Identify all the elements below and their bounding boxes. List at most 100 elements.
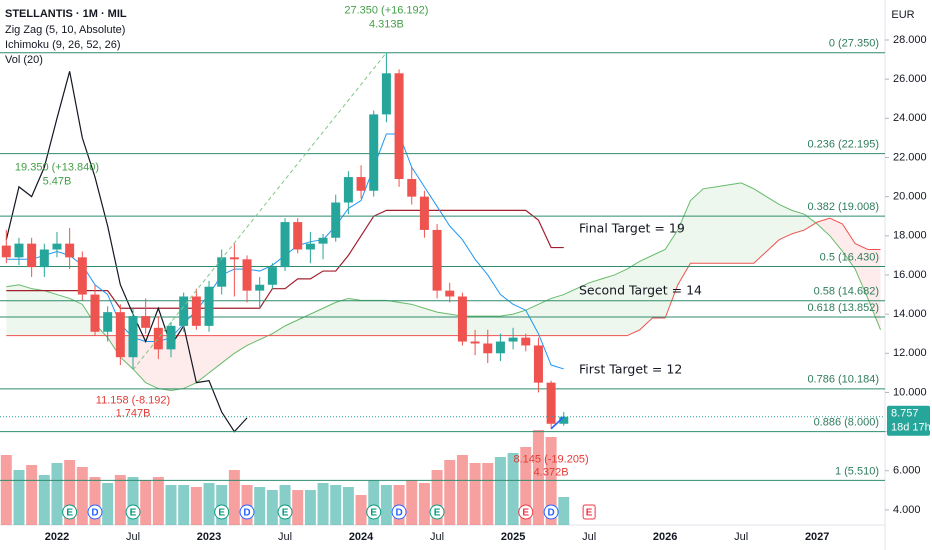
event-icon (518, 504, 534, 520)
y-tick-label: 20.000 (893, 191, 927, 203)
span-b-line (6, 217, 881, 337)
volume-bar (532, 430, 544, 525)
cloud-fill (855, 243, 868, 299)
candle-body (533, 345, 543, 383)
candle-body (343, 177, 353, 203)
cloud-fill (601, 274, 615, 336)
event-letter: E (282, 508, 289, 519)
volume-bar (304, 490, 316, 525)
cloud-fill (31, 288, 45, 336)
price-tag-label: 8.757 (891, 408, 919, 420)
event-marker: E (125, 504, 141, 520)
event-icon (391, 504, 407, 520)
fib-label: 0.786 (10.184) (807, 374, 879, 386)
y-tick-label: 10.000 (893, 386, 927, 398)
event-letter: E (66, 508, 73, 519)
candle-body (1, 245, 11, 258)
candle-body (242, 259, 252, 291)
x-tick-label: 2026 (653, 531, 677, 543)
pivot-volume-label: 4.313B (369, 19, 404, 31)
candle-body (65, 243, 75, 258)
cloud-fill (310, 308, 324, 336)
fib-label: 0 (27.350) (829, 38, 879, 50)
volume-bar (456, 455, 468, 525)
candle-body (508, 337, 518, 342)
cloud-fill (766, 196, 780, 252)
volume-bar (64, 460, 76, 525)
volume-bar (418, 483, 430, 525)
cloud-fill (715, 184, 729, 264)
volume-bar (469, 463, 481, 525)
y-tick-label: 16.000 (893, 269, 927, 281)
cloud-fill (690, 188, 704, 264)
event-icon (277, 504, 293, 520)
event-letter: E (586, 508, 593, 519)
cloud-fill (829, 218, 843, 252)
cloud-fill (817, 218, 830, 236)
cloud-fill (804, 214, 818, 230)
candle-body (445, 290, 455, 297)
candle-body (546, 382, 556, 424)
event-letter: E (434, 508, 441, 519)
candle-body (305, 243, 315, 250)
candle-body (457, 296, 467, 342)
event-icon (214, 504, 230, 520)
candle-body (90, 294, 100, 332)
y-tick-label: 6.000 (893, 465, 921, 477)
volume-bar (444, 460, 456, 525)
candle-body (255, 284, 265, 291)
cloud-fill (56, 294, 70, 336)
volume-bar (165, 485, 177, 525)
event-icon (239, 504, 255, 520)
volume-bar (330, 485, 342, 525)
indicator-label: Vol (20) (5, 54, 43, 66)
plot: 0 (27.350) 0.236 (22.195) 0.382 (19.008) 0.… (0, 5, 885, 525)
event-letter: D (243, 508, 250, 519)
candle-body (27, 243, 37, 268)
volume-bar (545, 437, 557, 525)
event-letter: E (522, 508, 529, 519)
x-tick-label: Jul (430, 531, 444, 543)
event-letter: E (370, 508, 377, 519)
event-letter: E (218, 508, 225, 519)
candle-body (103, 312, 113, 332)
cloud-fill (183, 335, 197, 389)
candle-body (331, 202, 341, 238)
candle-body (293, 222, 303, 250)
candle-body (267, 267, 277, 285)
cloud-fill (285, 319, 298, 336)
cloud-fill (677, 200, 691, 285)
price-tag (887, 405, 930, 436)
volume-bar (26, 465, 38, 525)
fib-label: 0.886 (8.000) (814, 417, 879, 429)
cloud-fill (779, 204, 792, 240)
event-icon (582, 504, 596, 520)
candle-body (217, 257, 227, 287)
candle-body (559, 416, 569, 424)
volume-bar (368, 480, 380, 525)
candle-body (394, 73, 404, 180)
event-marker: E (62, 504, 78, 520)
volume-bar (13, 470, 25, 525)
pivot-volume-label: 5.47B (43, 175, 72, 187)
volume-bar (114, 475, 126, 525)
event-letter: D (547, 508, 554, 519)
event-icon (366, 504, 382, 520)
lagging-line (5, 71, 248, 433)
event-letter: E (130, 508, 137, 519)
cloud-fill (728, 182, 742, 264)
cloud-fill (576, 282, 590, 336)
candle-body (52, 243, 62, 250)
cloud-fill (551, 294, 564, 336)
x-tick-label: Jul (126, 531, 140, 543)
x-tick-label: Jul (582, 531, 596, 543)
chart-title: STELLANTIS · 1M · MIL (5, 8, 127, 20)
volume-bar (228, 470, 240, 525)
candle-body (318, 237, 328, 244)
x-tick-label: 2025 (501, 531, 525, 543)
cloud-fill (234, 335, 248, 354)
cloud-fill (437, 312, 450, 336)
event-marker: E (582, 504, 596, 520)
indicator-label: Ichimoku (9, 26, 52, 26) (5, 39, 121, 51)
